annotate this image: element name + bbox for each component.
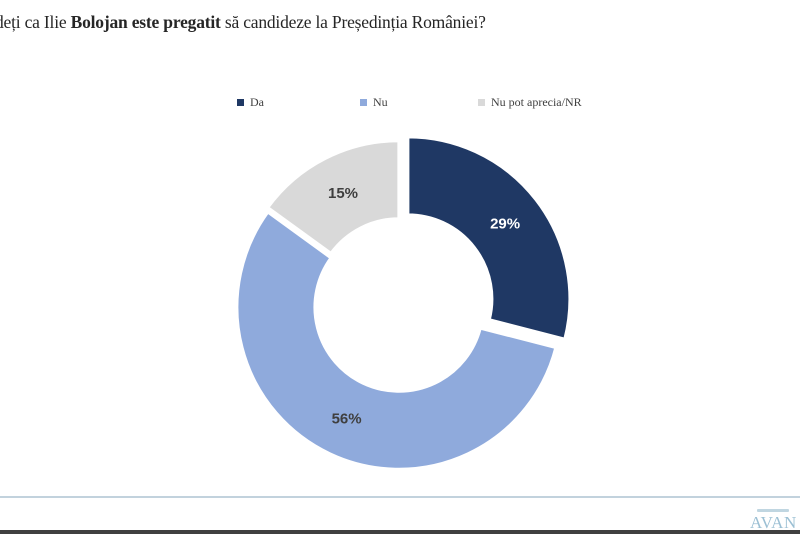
legend-item-nr: Nu pot aprecia/NR <box>478 95 582 110</box>
legend-label-da: Da <box>250 95 264 109</box>
logo-smallprint-smudge <box>757 509 789 512</box>
pie-slice-nu <box>235 209 558 471</box>
data-label-da: 29% <box>490 216 520 233</box>
legend-swatch-nu <box>360 99 367 106</box>
legend-swatch-da <box>237 99 244 106</box>
legend-item-nu: Nu <box>360 95 388 110</box>
pie-slice-da <box>406 135 572 341</box>
survey-question-title: deți ca Ilie Bolojan este pregatit să ca… <box>0 12 486 33</box>
footer-divider-line <box>0 496 800 498</box>
legend-label-nr: Nu pot aprecia/NR <box>491 95 582 109</box>
data-label-nu: 56% <box>332 411 362 428</box>
legend-label-nu: Nu <box>373 95 388 109</box>
legend-swatch-nr <box>478 99 485 106</box>
bottom-border-bar <box>0 530 800 534</box>
legend-item-da: Da <box>237 95 264 110</box>
avangarde-logo: AVAN <box>750 513 797 532</box>
data-label-nu-pot-aprecia-nr: 15% <box>328 185 358 202</box>
pie-slice-nu-pot-aprecia-nr <box>265 139 401 256</box>
title-segment-bold: Bolojan este pregatit <box>70 12 221 32</box>
title-segment-regular-1: deți ca Ilie <box>0 12 71 32</box>
title-segment-regular-2: să candideze la Președinția României? <box>220 12 486 32</box>
